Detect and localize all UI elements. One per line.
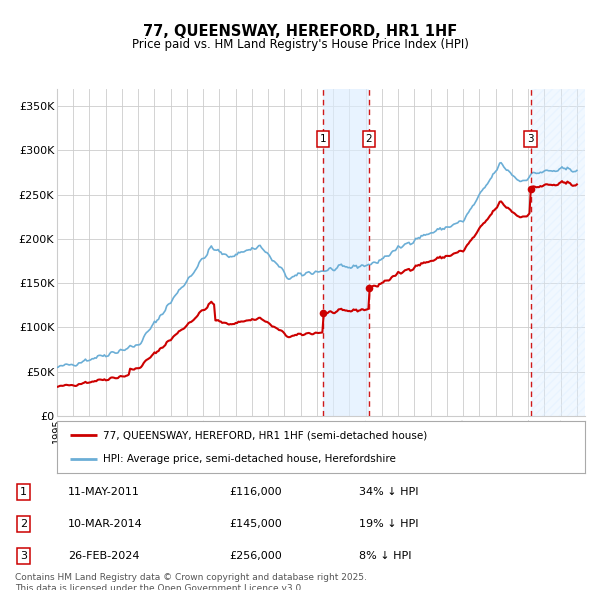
Text: 8% ↓ HPI: 8% ↓ HPI xyxy=(359,550,412,560)
Text: 77, QUEENSWAY, HEREFORD, HR1 1HF: 77, QUEENSWAY, HEREFORD, HR1 1HF xyxy=(143,24,457,38)
Text: Price paid vs. HM Land Registry's House Price Index (HPI): Price paid vs. HM Land Registry's House … xyxy=(131,38,469,51)
Text: 10-MAR-2014: 10-MAR-2014 xyxy=(68,519,142,529)
Text: 2: 2 xyxy=(20,519,27,529)
Text: £256,000: £256,000 xyxy=(229,550,282,560)
Text: 2: 2 xyxy=(365,135,372,144)
Text: 3: 3 xyxy=(20,550,27,560)
Text: £116,000: £116,000 xyxy=(229,487,282,497)
Text: 26-FEB-2024: 26-FEB-2024 xyxy=(68,550,139,560)
Text: 34% ↓ HPI: 34% ↓ HPI xyxy=(359,487,418,497)
Text: 19% ↓ HPI: 19% ↓ HPI xyxy=(359,519,418,529)
Text: 11-MAY-2011: 11-MAY-2011 xyxy=(68,487,140,497)
Bar xyxy=(530,88,585,416)
Text: 77, QUEENSWAY, HEREFORD, HR1 1HF (semi-detached house): 77, QUEENSWAY, HEREFORD, HR1 1HF (semi-d… xyxy=(103,430,428,440)
Text: 1: 1 xyxy=(20,487,27,497)
Text: Contains HM Land Registry data © Crown copyright and database right 2025.
This d: Contains HM Land Registry data © Crown c… xyxy=(15,573,367,590)
Text: HPI: Average price, semi-detached house, Herefordshire: HPI: Average price, semi-detached house,… xyxy=(103,454,397,464)
Text: 3: 3 xyxy=(527,135,534,144)
Text: £145,000: £145,000 xyxy=(229,519,282,529)
Bar xyxy=(323,88,369,416)
Text: 1: 1 xyxy=(320,135,326,144)
